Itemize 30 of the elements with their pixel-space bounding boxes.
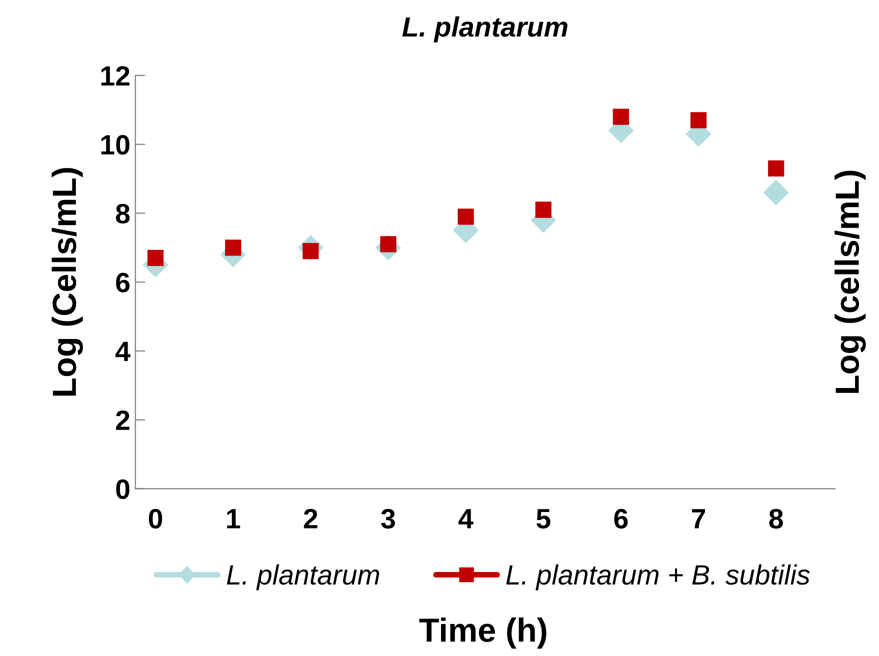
x-tick-label: 7 bbox=[692, 509, 706, 528]
point bbox=[612, 108, 630, 125]
y-tick-label: 0 bbox=[116, 479, 130, 500]
point bbox=[763, 180, 789, 206]
y-tick-label: 4 bbox=[115, 342, 130, 362]
point bbox=[225, 240, 242, 256]
point bbox=[768, 160, 784, 176]
x-tick-label: 1 bbox=[227, 509, 240, 528]
point bbox=[147, 250, 164, 266]
x-tick-label: 0 bbox=[148, 508, 162, 529]
point bbox=[690, 112, 707, 128]
x-tick-label: 6 bbox=[614, 508, 628, 529]
y-tick-label: 12 bbox=[101, 66, 130, 86]
x-tick-label: 4 bbox=[458, 509, 474, 528]
y-tick-label: 2 bbox=[116, 410, 130, 430]
x-axis-title: Time (h) bbox=[419, 618, 546, 649]
y-axis-title: Log (Cells/mL) bbox=[52, 168, 83, 396]
legend-label: L. plantarum + B. subtilis bbox=[506, 564, 810, 590]
y-tick-label: 6 bbox=[116, 272, 130, 292]
legend-label: L. plantarum bbox=[226, 564, 380, 590]
y2-axis-title: Log (cells/mL) bbox=[834, 170, 866, 393]
x-tick-label: 3 bbox=[381, 508, 395, 529]
y-tick-label: 8 bbox=[116, 204, 130, 224]
chart-title: L. plantarum bbox=[402, 16, 568, 42]
point bbox=[458, 208, 474, 225]
x-tick-label: 5 bbox=[536, 509, 550, 529]
point bbox=[535, 202, 552, 218]
x-tick-label: 2 bbox=[304, 508, 318, 528]
x-tick-label: 8 bbox=[769, 508, 783, 529]
y-tick-label: 10 bbox=[101, 134, 130, 155]
